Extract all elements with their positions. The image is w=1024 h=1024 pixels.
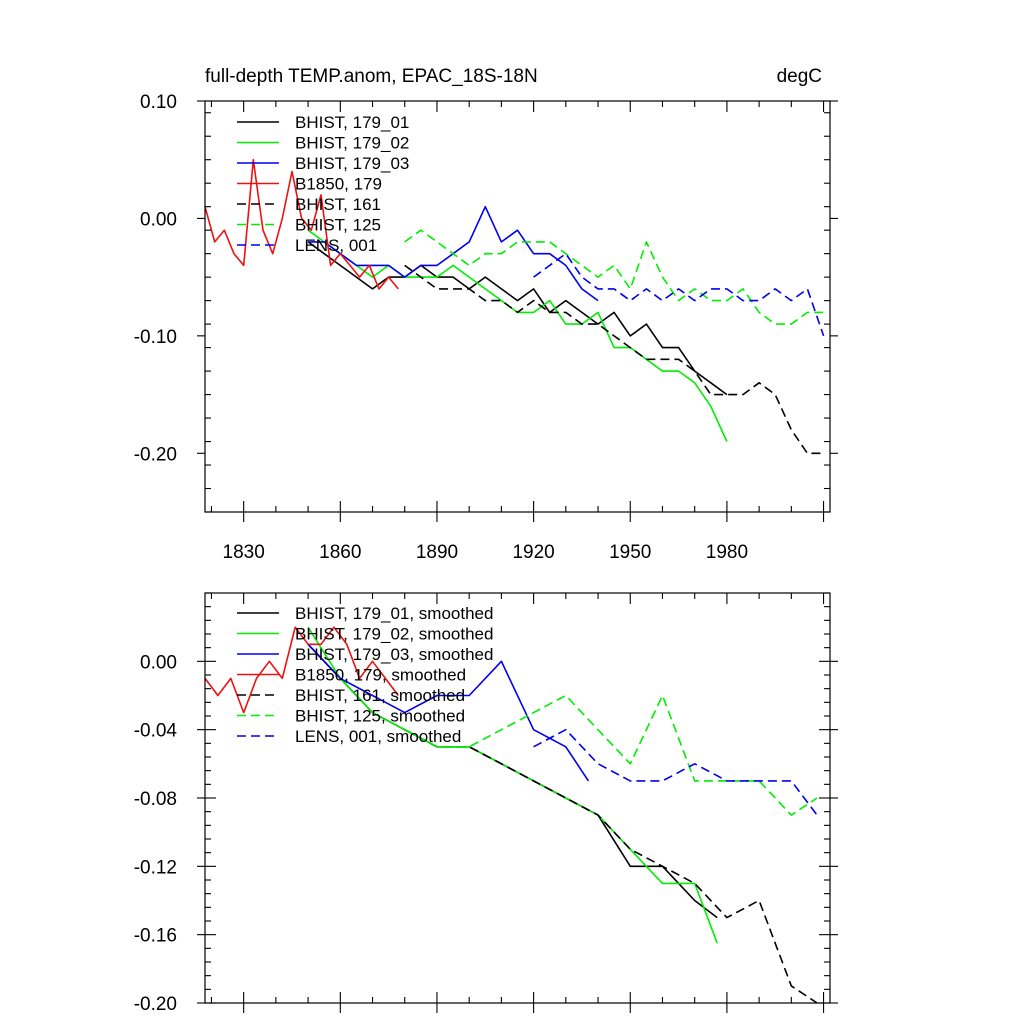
- top-ytick-label-1: 0.00: [140, 209, 177, 230]
- top-legend-label-0: BHIST, 179_01: [295, 113, 409, 132]
- bottom-ytick-label-0: 0.00: [140, 652, 177, 673]
- top-xtick-label-1: 1860: [319, 542, 361, 563]
- top-series-line-5: [404, 229, 824, 325]
- top-legend-label-6: LENS, 001: [295, 236, 377, 255]
- top-legend-label-5: BHIST, 125: [295, 216, 381, 235]
- bottom-legend-label-6: LENS, 001, smoothed: [295, 727, 461, 746]
- top-ytick-label-2: -0.10: [134, 327, 177, 348]
- top-panel: full-depth TEMP.anom, EPAC_18S-18N degC …: [134, 66, 838, 563]
- bottom-legend-label-0: BHIST, 179_01, smoothed: [295, 604, 493, 623]
- bottom-legend-label-1: BHIST, 179_02, smoothed: [295, 625, 493, 644]
- bottom-axes: 0.00 -0.04 -0.08 -0.12 -0.16 -0.20: [134, 592, 838, 1015]
- bottom-series-line-5: [404, 694, 818, 816]
- top-series-line-1: [307, 229, 728, 442]
- bottom-ytick-label-4: -0.16: [134, 926, 177, 947]
- bottom-panel: BHIST, 179_01, smoothed BHIST, 179_02, sm…: [134, 592, 838, 1015]
- bottom-legend-label-5: BHIST, 125, smoothed: [295, 707, 465, 726]
- bottom-legend-label-3: B1850, 179, smoothed: [295, 666, 466, 685]
- top-axes: 0.10 0.00 -0.10 -0.20 1830 1860 1890 1920 1950 19…: [134, 92, 838, 563]
- top-legend-label-3: B1850, 179: [295, 175, 382, 194]
- bottom-series-group: [204, 626, 818, 1004]
- top-series-line-6: [533, 252, 825, 337]
- bottom-ytick-label-2: -0.08: [134, 789, 177, 810]
- bottom-series-line-1: [307, 626, 718, 944]
- bottom-ytick-label-1: -0.04: [134, 721, 178, 742]
- chart-title: full-depth TEMP.anom, EPAC_18S-18N: [205, 66, 538, 87]
- top-legend-label-4: BHIST, 161: [295, 195, 381, 214]
- top-xtick-label-5: 1980: [706, 542, 748, 563]
- top-series-line-4: [404, 264, 824, 455]
- bottom-ytick-label-3: -0.12: [134, 857, 177, 878]
- top-legend-label-1: BHIST, 179_02: [295, 134, 409, 153]
- bottom-legend: BHIST, 179_01, smoothed BHIST, 179_02, sm…: [237, 604, 493, 746]
- bottom-ytick-label-5: -0.20: [134, 994, 177, 1015]
- top-ytick-label-3: -0.20: [134, 444, 177, 465]
- bottom-series-line-6: [533, 728, 818, 816]
- top-series-line-3: [204, 158, 399, 290]
- bottom-legend-label-2: BHIST, 179_03, smoothed: [295, 645, 493, 664]
- top-xtick-label-0: 1830: [223, 542, 265, 563]
- top-xtick-label-4: 1950: [609, 542, 651, 563]
- top-ytick-label-0: 0.10: [140, 92, 177, 113]
- top-xtick-label-2: 1890: [416, 542, 458, 563]
- top-xtick-label-3: 1920: [512, 542, 554, 563]
- bottom-series-line-4: [404, 728, 818, 1004]
- top-axes-frame: [204, 100, 831, 513]
- units-label: degC: [777, 66, 822, 87]
- top-series-group: [204, 158, 825, 455]
- top-legend-label-2: BHIST, 179_03: [295, 154, 409, 173]
- bottom-legend-label-4: BHIST, 161, smoothed: [295, 686, 465, 705]
